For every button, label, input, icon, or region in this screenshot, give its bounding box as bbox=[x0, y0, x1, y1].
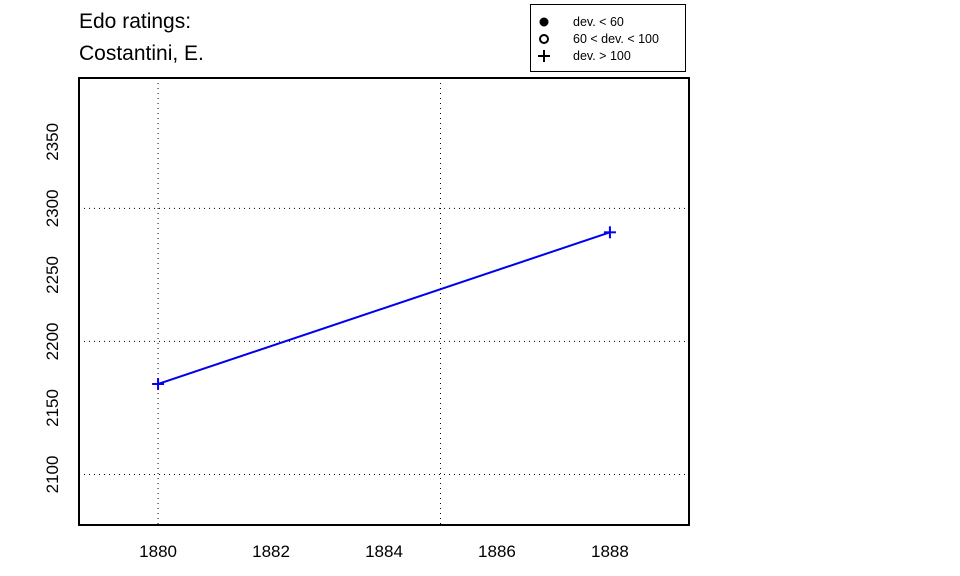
filled-circle-icon bbox=[539, 17, 549, 27]
legend-label: dev. > 100 bbox=[573, 49, 631, 63]
legend-item-dev-60-100: 60 < dev. < 100 bbox=[531, 31, 685, 47]
data-point-marker bbox=[603, 226, 616, 239]
data-point-marker bbox=[152, 377, 165, 390]
plot-frame bbox=[78, 77, 690, 526]
y-tick-label: 2250 bbox=[43, 256, 62, 294]
legend-item-dev-lt-60: dev. < 60 bbox=[531, 14, 685, 30]
y-tick-label: 2350 bbox=[43, 123, 62, 161]
open-circle-icon bbox=[539, 34, 549, 44]
y-tick-label: 2300 bbox=[43, 189, 62, 227]
x-tick-label: 1886 bbox=[478, 542, 516, 561]
chart-subtitle: Costantini, E. bbox=[79, 42, 204, 65]
legend-label: dev. < 60 bbox=[573, 15, 624, 29]
x-tick-label: 1882 bbox=[252, 542, 290, 561]
y-tick-label: 2200 bbox=[43, 322, 62, 360]
legend-item-dev-gt-100: dev. > 100 bbox=[531, 48, 685, 64]
legend-label: 60 < dev. < 100 bbox=[573, 32, 659, 46]
series-line bbox=[157, 231, 611, 385]
legend: dev. < 60 60 < dev. < 100 dev. > 100 bbox=[530, 4, 686, 72]
chart-title: Edo ratings: bbox=[79, 10, 192, 33]
y-tick-label: 2100 bbox=[43, 456, 62, 494]
y-tick-label: 2150 bbox=[43, 389, 62, 427]
plus-icon bbox=[538, 50, 550, 62]
x-tick-label: 1880 bbox=[139, 542, 177, 561]
x-tick-label: 1884 bbox=[365, 542, 403, 561]
x-tick-label: 1888 bbox=[591, 542, 629, 561]
